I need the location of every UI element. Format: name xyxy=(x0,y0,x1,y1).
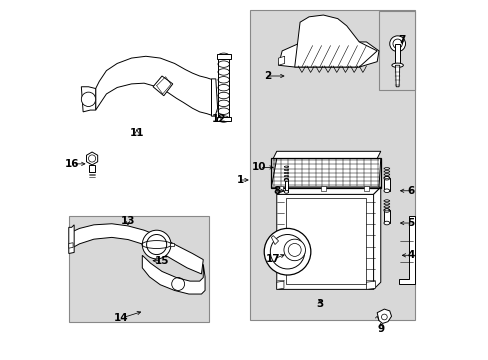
Ellipse shape xyxy=(284,179,288,181)
Polygon shape xyxy=(276,194,375,289)
Polygon shape xyxy=(96,56,212,116)
Polygon shape xyxy=(142,255,204,294)
Text: 16: 16 xyxy=(64,159,79,169)
Polygon shape xyxy=(273,151,380,158)
Polygon shape xyxy=(81,87,96,112)
Circle shape xyxy=(392,39,402,48)
Circle shape xyxy=(146,234,166,255)
Text: 3: 3 xyxy=(316,299,323,309)
Polygon shape xyxy=(211,79,217,116)
Bar xyxy=(69,216,208,321)
Text: 2: 2 xyxy=(264,71,271,81)
Circle shape xyxy=(287,243,301,256)
Polygon shape xyxy=(294,15,376,67)
Text: 9: 9 xyxy=(376,324,384,334)
Circle shape xyxy=(142,230,171,259)
Bar xyxy=(277,186,283,191)
Polygon shape xyxy=(86,152,98,165)
Bar xyxy=(249,10,414,320)
Bar xyxy=(217,54,230,59)
Text: 11: 11 xyxy=(129,129,144,138)
Polygon shape xyxy=(276,281,284,289)
Polygon shape xyxy=(284,180,287,192)
Polygon shape xyxy=(366,281,375,289)
Polygon shape xyxy=(376,309,391,323)
Circle shape xyxy=(81,92,96,107)
Text: 8: 8 xyxy=(273,186,280,196)
Text: 6: 6 xyxy=(407,186,414,196)
Polygon shape xyxy=(170,243,174,246)
Text: 12: 12 xyxy=(212,114,226,124)
Polygon shape xyxy=(271,158,380,187)
Ellipse shape xyxy=(383,176,389,180)
Text: 14: 14 xyxy=(113,313,128,323)
Polygon shape xyxy=(72,224,203,274)
Text: 10: 10 xyxy=(251,162,265,172)
Polygon shape xyxy=(69,243,73,248)
Polygon shape xyxy=(276,187,380,194)
Circle shape xyxy=(381,314,386,320)
Polygon shape xyxy=(394,44,399,65)
Bar xyxy=(271,158,381,188)
Polygon shape xyxy=(395,65,399,87)
Bar xyxy=(363,186,368,191)
Ellipse shape xyxy=(383,189,389,193)
Polygon shape xyxy=(398,216,414,284)
Polygon shape xyxy=(384,178,389,191)
Polygon shape xyxy=(153,76,172,96)
Text: 17: 17 xyxy=(265,254,280,264)
Ellipse shape xyxy=(284,190,288,193)
Bar xyxy=(378,12,414,90)
Polygon shape xyxy=(69,225,74,253)
Text: 1: 1 xyxy=(237,175,244,185)
Bar xyxy=(320,186,325,191)
Polygon shape xyxy=(384,211,389,223)
Bar xyxy=(217,117,230,121)
Ellipse shape xyxy=(383,209,389,212)
Circle shape xyxy=(284,239,305,261)
Text: 13: 13 xyxy=(121,216,135,226)
Text: 7: 7 xyxy=(398,35,405,45)
Polygon shape xyxy=(271,235,278,244)
Ellipse shape xyxy=(383,221,389,225)
Circle shape xyxy=(264,228,310,275)
Polygon shape xyxy=(278,56,284,65)
Polygon shape xyxy=(89,165,95,172)
Circle shape xyxy=(389,36,405,51)
Circle shape xyxy=(270,234,304,269)
Text: 5: 5 xyxy=(407,218,414,228)
Ellipse shape xyxy=(391,63,403,67)
Text: 15: 15 xyxy=(155,256,169,266)
Text: 4: 4 xyxy=(407,250,414,260)
Polygon shape xyxy=(373,187,380,289)
Polygon shape xyxy=(278,42,378,67)
